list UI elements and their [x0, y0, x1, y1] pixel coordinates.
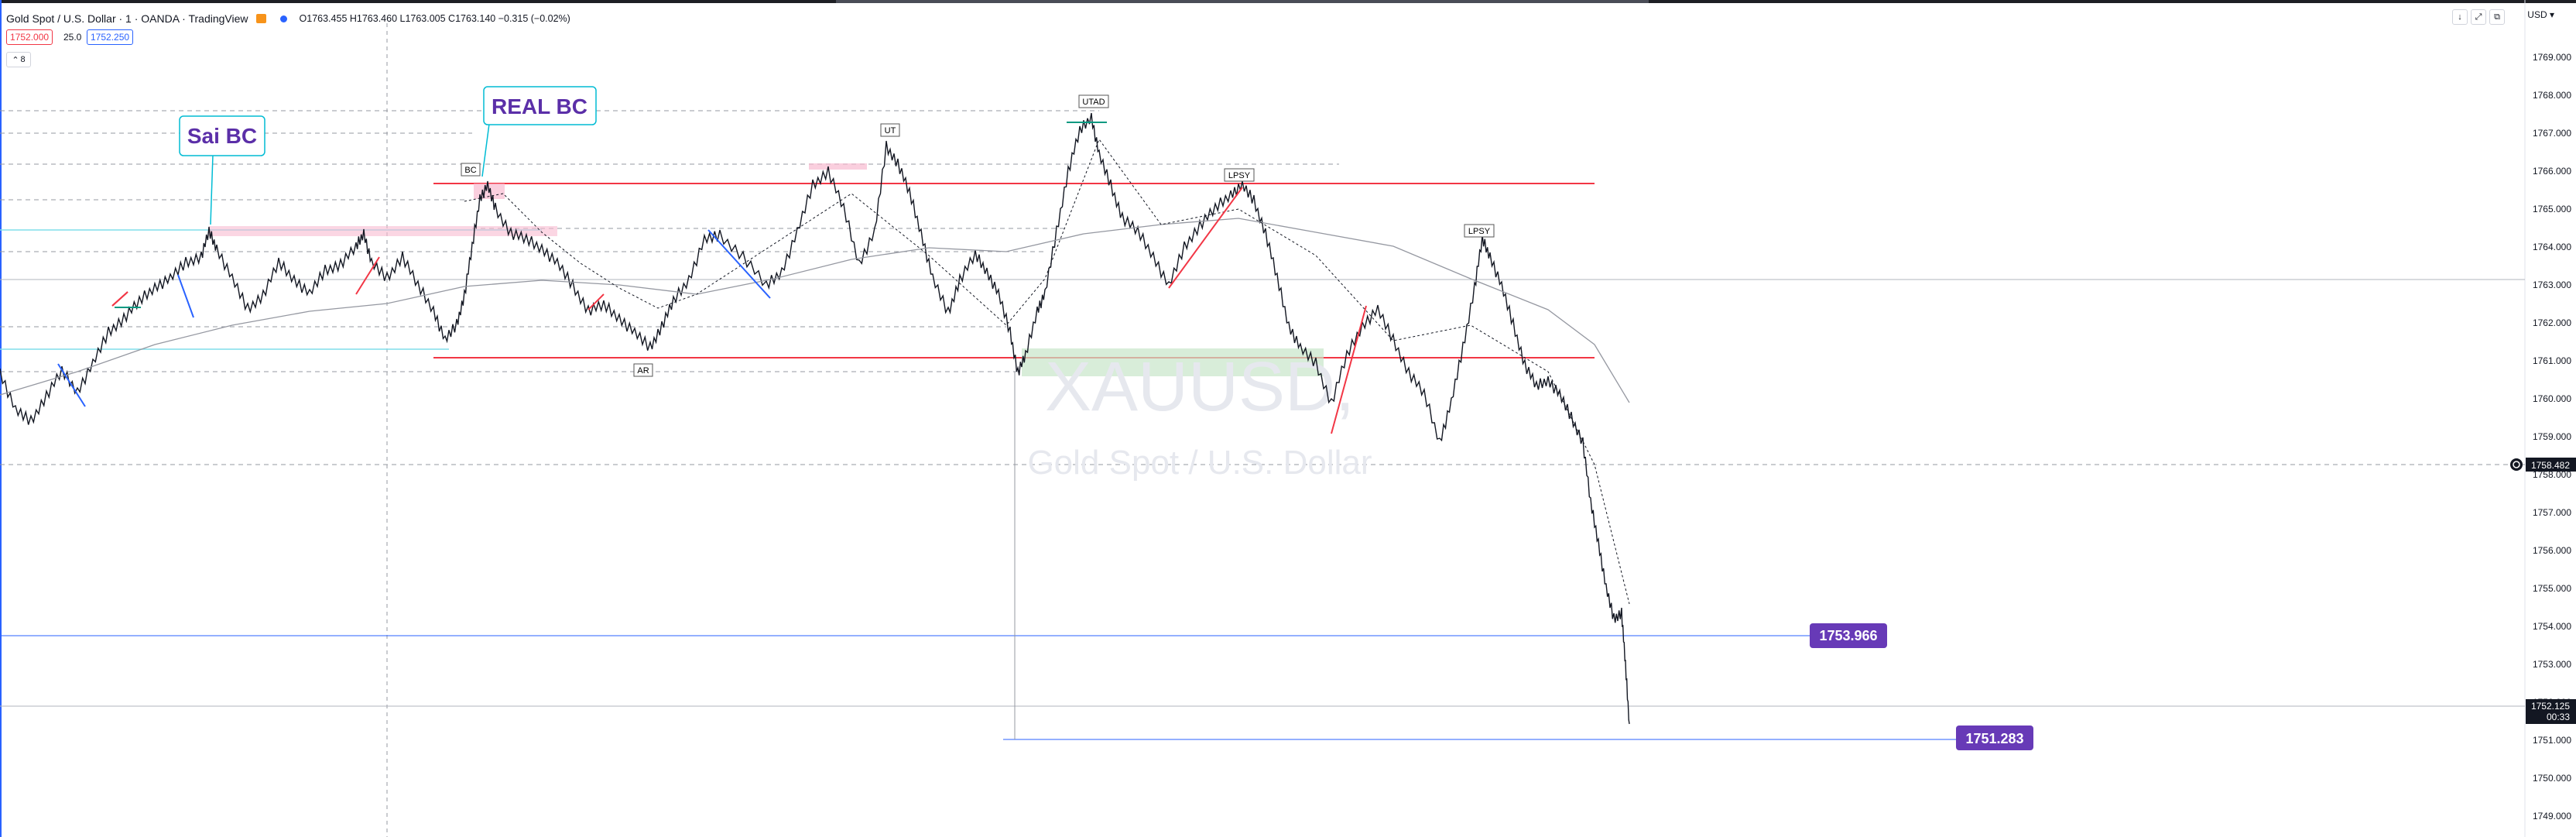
price-axis-tick: 1769.000: [2533, 52, 2571, 63]
window-top-bar: [0, 0, 2576, 3]
price-series: [0, 112, 1630, 725]
svg-text:1752.125: 1752.125: [2531, 701, 2570, 712]
ar-label: AR: [633, 363, 653, 377]
svg-text:LPSY: LPSY: [1468, 227, 1491, 236]
svg-text:Sai BC: Sai BC: [187, 124, 257, 148]
price-axis-tick: 1763.000: [2533, 280, 2571, 290]
price-axis-tick: 1750.000: [2533, 773, 2571, 784]
dotted-average: [464, 138, 1630, 605]
price-axis-tick: 1753.000: [2533, 659, 2571, 670]
svg-text:1751.283: 1751.283: [1965, 731, 2023, 746]
price-axis-tick: 1761.000: [2533, 355, 2571, 366]
svg-text:BC: BC: [464, 166, 476, 175]
svg-text:1753.966: 1753.966: [1819, 628, 1877, 643]
lpsy-label-1: LPSY: [1224, 168, 1255, 182]
chart-window-controls: ↓ ⤢ ⧉: [2452, 9, 2505, 25]
moving-average: [0, 218, 1630, 403]
sell-button[interactable]: 1752.000: [6, 29, 53, 45]
buy-button[interactable]: 1752.250: [87, 29, 134, 45]
green-zone: [1022, 348, 1324, 376]
orange-flag-icon[interactable]: [255, 14, 266, 23]
svg-text:AR: AR: [637, 366, 649, 376]
price-axis-tick: 1767.000: [2533, 128, 2571, 139]
price-axis-tick: 1759.000: [2533, 431, 2571, 442]
utad-label: UTAD: [1078, 94, 1109, 108]
svg-text:LPSY: LPSY: [1228, 171, 1251, 180]
price-axis-tick: 1765.000: [2533, 204, 2571, 214]
price-axis-tick: 1751.000: [2533, 735, 2571, 746]
last-price-label: 1752.125 00:33: [2526, 699, 2576, 724]
svg-text:1758.482: 1758.482: [2531, 460, 2570, 471]
price-axis-tick: 1749.000: [2533, 811, 2571, 822]
svg-text:UT: UT: [885, 126, 896, 135]
svg-text:REAL BC: REAL BC: [492, 94, 587, 118]
price-axis-tick: 1768.000: [2533, 90, 2571, 101]
spread-value: 25.0: [63, 32, 82, 43]
collapse-indicators-button[interactable]: ⌃ 8: [6, 52, 31, 67]
blue-dot-icon: [279, 15, 287, 22]
symbol-title[interactable]: Gold Spot / U.S. Dollar · 1 · OANDA · Tr…: [6, 12, 248, 25]
price-level-box-2[interactable]: 1751.283: [1956, 726, 2033, 750]
watermark-description: Gold Spot / U.S. Dollar: [1027, 444, 1372, 482]
price-axis-tick: 1766.000: [2533, 166, 2571, 177]
price-level-box-1[interactable]: 1753.966: [1810, 623, 1887, 648]
symbol-legend[interactable]: Gold Spot / U.S. Dollar · 1 · OANDA · Tr…: [6, 11, 570, 26]
indicator-count: 8: [20, 55, 26, 64]
trend-lines: [57, 187, 1367, 434]
restore-icon[interactable]: ⧉: [2489, 9, 2505, 25]
dashed-levels: [0, 110, 2525, 465]
ut-label: UT: [880, 123, 900, 137]
price-axis-tick: 1757.000: [2533, 507, 2571, 518]
watermark-symbol: XAUUSD,: [1045, 348, 1355, 426]
lpsy-label-2: LPSY: [1464, 224, 1495, 238]
chevron-up-icon: ⌃: [12, 55, 19, 65]
bc-label: BC: [461, 163, 481, 177]
window-top-highlight: [836, 0, 1649, 3]
price-axis-tick: 1762.000: [2533, 317, 2571, 328]
svg-text:UTAD: UTAD: [1082, 98, 1105, 107]
price-axis-tick: 1758.000: [2533, 469, 2571, 480]
arrow-down-icon[interactable]: ↓: [2452, 9, 2468, 25]
price-axis-tick: 1764.000: [2533, 242, 2571, 252]
sai-bc-callout: Sai BC: [179, 115, 265, 225]
svg-text:00:33: 00:33: [2547, 712, 2570, 722]
price-axis-tick: 1760.000: [2533, 393, 2571, 404]
price-axis-tick: 1755.000: [2533, 583, 2571, 594]
currency-selector[interactable]: USD ▾: [2527, 9, 2554, 20]
crosshair-price-label: 1758.482: [2510, 458, 2576, 472]
price-axis-tick: 1756.000: [2533, 545, 2571, 556]
fullscreen-icon[interactable]: ⤢: [2471, 9, 2486, 25]
price-axis-tick: 1754.000: [2533, 621, 2571, 632]
ohlc-values: O1763.455 H1763.460 L1763.005 C1763.140 …: [299, 13, 570, 24]
real-bc-callout: REAL BC: [481, 86, 597, 177]
